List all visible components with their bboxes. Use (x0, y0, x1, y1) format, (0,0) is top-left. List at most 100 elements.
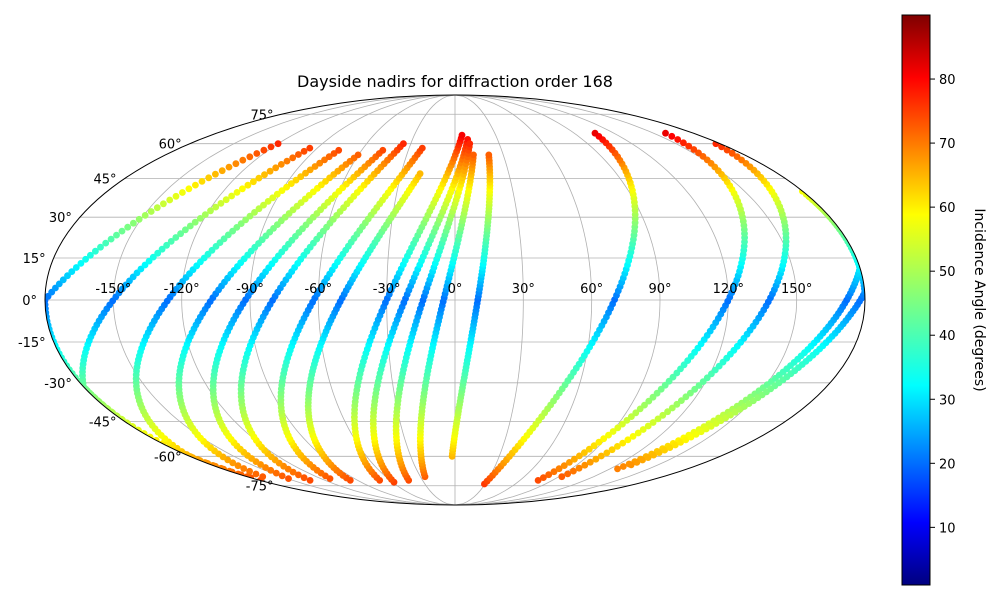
ground-track (369, 136, 472, 486)
data-point (728, 149, 736, 157)
ground-track (392, 140, 474, 484)
data-point (252, 470, 260, 478)
data-point (259, 473, 267, 481)
data-point (186, 222, 194, 230)
data-point (564, 470, 572, 478)
data-point (232, 160, 240, 168)
ground-track (558, 140, 790, 481)
data-point (628, 413, 635, 420)
data-point (135, 215, 143, 223)
data-point (285, 475, 292, 482)
data-point (153, 204, 161, 212)
data-point (664, 408, 671, 416)
data-point (609, 428, 617, 435)
data-point (560, 462, 568, 469)
data-point (222, 196, 230, 204)
data-point (273, 190, 281, 198)
data-point (306, 166, 314, 174)
data-point (571, 455, 578, 463)
data-point (678, 397, 685, 404)
longitude-tick-label: -120° (164, 282, 200, 297)
data-point (261, 171, 268, 179)
data-point (182, 226, 189, 234)
latitude-tick-label: 45° (94, 173, 117, 188)
data-point (239, 156, 247, 164)
data-point (300, 474, 308, 482)
data-point (141, 212, 149, 219)
data-point (458, 131, 466, 139)
data-point (113, 231, 120, 239)
colorbar: 10 20 30 40 50 60 70 80 Incidence Angle (degree… (901, 14, 987, 586)
data-point (619, 463, 627, 470)
latitude-tick-label: -30° (44, 377, 72, 392)
data-point (278, 187, 286, 195)
data-point (240, 465, 248, 472)
data-point (608, 446, 616, 454)
data-point (624, 436, 632, 444)
colorbar-tick-label: 80 (939, 73, 956, 88)
data-point (87, 251, 94, 259)
data-point (130, 219, 137, 227)
colorbar-ticks: 10 20 30 40 50 60 70 80 (930, 73, 956, 536)
data-point (163, 241, 171, 249)
ground-track (237, 140, 407, 484)
data-point (260, 146, 268, 154)
ground-track (481, 129, 639, 488)
data-point (212, 170, 219, 178)
data-point (207, 207, 214, 215)
longitude-tick-label: -90° (236, 282, 264, 297)
data-point (260, 201, 267, 209)
data-point (674, 136, 682, 143)
data-point (218, 167, 226, 175)
data-point (102, 239, 110, 247)
longitude-tick-label: -30° (373, 282, 401, 297)
longitude-tick-label: 90° (648, 282, 671, 297)
data-point (229, 459, 237, 467)
data-point (297, 173, 305, 181)
colorbar-tick-label: 30 (939, 393, 956, 408)
latitude-tick-labels: -75° -60° -45° -30° -15° 0° 15° 30° 45° 60° 75° (18, 108, 274, 494)
data-point (154, 249, 162, 257)
data-point (267, 466, 275, 474)
data-point (600, 435, 608, 443)
data-point (682, 436, 690, 444)
data-point (300, 147, 308, 155)
data-point (666, 444, 674, 451)
data-point (246, 153, 254, 161)
ground-track (175, 151, 362, 481)
colorbar-tick-label: 40 (939, 329, 956, 344)
data-point (677, 439, 684, 446)
data-point (650, 451, 657, 459)
latitude-tick-label: 75° (250, 108, 273, 123)
ground-track (416, 151, 477, 481)
chart-title: Dayside nadirs for diffraction order 168 (297, 72, 613, 91)
data-point (668, 404, 676, 412)
data-point (685, 142, 693, 150)
data-point (555, 465, 563, 473)
data-point (167, 238, 175, 245)
data-point (92, 247, 99, 255)
data-point (723, 146, 731, 154)
colorbar-gradient (901, 14, 931, 586)
data-point (107, 235, 115, 243)
data-point (262, 464, 269, 471)
data-point (680, 139, 687, 147)
data-point (246, 467, 254, 475)
ground-track (448, 151, 494, 460)
data-point (172, 234, 180, 241)
data-point (690, 146, 698, 153)
data-point (283, 157, 291, 165)
data-point (272, 469, 280, 477)
data-point (97, 243, 104, 251)
ground-track (132, 146, 343, 479)
data-point (201, 211, 209, 219)
data-point (302, 169, 309, 177)
data-point (82, 255, 89, 263)
data-point (212, 203, 220, 211)
data-point (695, 149, 702, 157)
data-point (687, 433, 695, 441)
data-point (196, 215, 204, 222)
data-point (591, 129, 599, 137)
data-point (614, 424, 622, 432)
